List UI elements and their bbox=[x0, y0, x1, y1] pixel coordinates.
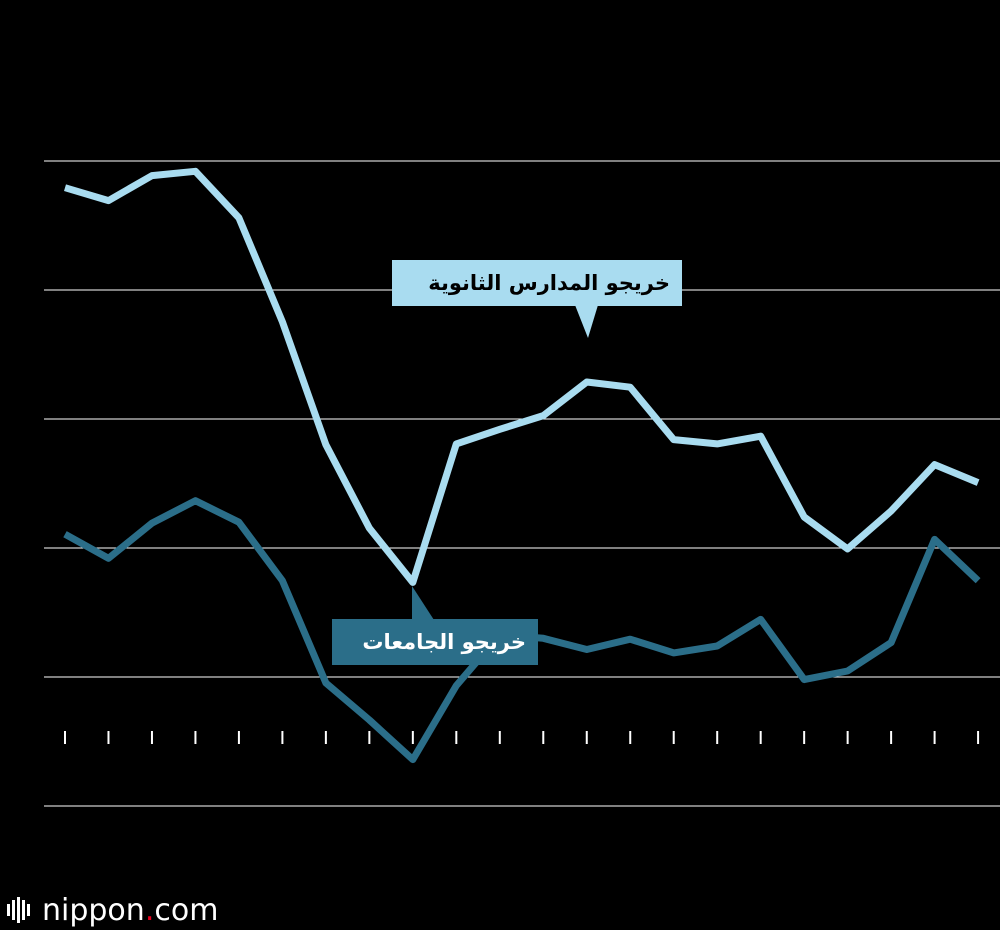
gridlines bbox=[44, 160, 1000, 807]
series-line-high-school bbox=[64, 167, 980, 586]
nippon-logo[interactable]: nippon. com bbox=[6, 890, 218, 930]
brand-suffix: com bbox=[154, 892, 219, 928]
x-axis-ticks bbox=[64, 731, 980, 744]
brand-dot: . bbox=[144, 892, 155, 928]
callout-pointers bbox=[412, 305, 598, 620]
university-pointer bbox=[412, 586, 434, 620]
high-school-series-label: خريجو المدارس الثانوية bbox=[392, 260, 682, 306]
university-series-label: خريجو الجامعات bbox=[332, 619, 538, 665]
nippon-logo-icon bbox=[7, 897, 30, 923]
brand-name: nippon bbox=[42, 892, 145, 928]
high-school-pointer bbox=[575, 305, 598, 338]
